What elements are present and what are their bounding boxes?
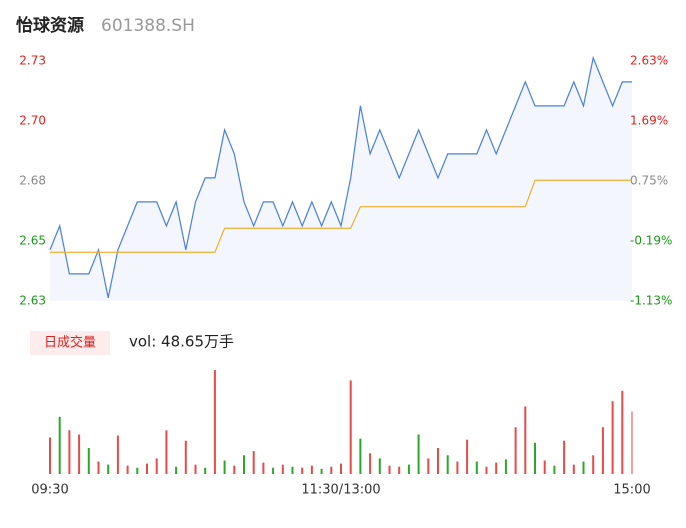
volume-bar [427,458,430,474]
volume-bar [563,440,566,474]
volume-bar [116,435,119,474]
volume-bar [601,427,604,474]
volume-bar [524,406,527,474]
volume-bar [165,430,168,474]
volume-bar [281,464,284,474]
volume-bar [475,461,478,474]
volume-bar [330,466,333,474]
volume-bar [543,460,546,474]
volume-bar [398,466,401,474]
volume-bar [291,466,294,474]
volume-bar [97,461,100,474]
volume-bar [359,438,362,474]
volume-bar [388,465,391,474]
volume-tab-bg[interactable] [30,331,110,355]
volume-bar [126,465,129,474]
stock-code: 601388.SH [101,16,195,36]
volume-label: vol: 48.65万手 [129,333,234,351]
volume-bar [417,434,420,474]
volume-bar [194,464,197,474]
average-line [50,179,632,253]
y2-tick-label: -0.19% [630,234,672,248]
volume-bar [223,460,226,474]
y-tick-label: 2.68 [19,174,46,188]
volume-bar [534,442,536,474]
y2-tick-label: 2.63% [630,54,668,68]
volume-bar [204,467,207,474]
volume-bar [107,464,110,474]
volume-bar [592,455,595,474]
x-tick-label: 11:30/13:00 [301,483,380,498]
volume-bar [320,468,323,474]
volume-bar [631,411,633,474]
volume-bar [407,464,410,474]
volume-bar [504,459,507,474]
volume-bar [233,465,236,474]
y-tick-label: 2.70 [19,114,46,128]
volume-bar [184,440,187,474]
volume-bar [340,463,342,474]
volume-bar [58,416,61,474]
volume-bar [582,461,585,474]
volume-bar [572,464,575,474]
volume-bar [78,434,81,474]
volume-bar [349,380,352,474]
x-tick-label: 15:00 [613,483,650,498]
y2-tick-label: 1.69% [630,114,668,128]
y2-tick-label: -1.13% [630,294,672,308]
volume-bar [136,467,139,474]
volume-bar [437,448,439,474]
volume-bar [243,455,245,474]
y-tick-label: 2.65 [19,234,46,248]
y-tick-label: 2.73 [19,54,46,68]
volume-bar [456,461,459,474]
volume-bar [175,466,178,474]
volume-bar [68,430,71,474]
volume-bar [611,401,614,474]
volume-bar [446,455,449,474]
volume-bar [378,458,381,474]
volume-bar [87,448,90,474]
price-area [50,57,632,301]
x-tick-label: 09:30 [31,483,68,498]
volume-bar [49,437,51,474]
volume-bar [466,439,469,474]
volume-bar [146,463,148,474]
volume-bar [485,466,488,474]
volume-bar [262,462,265,474]
volume-tab[interactable]: 日成交量 [44,335,96,351]
price-line [49,55,632,298]
y-tick-label: 2.63 [19,294,46,308]
volume-bar [621,390,624,474]
volume-bar [495,462,498,474]
volume-bar [514,427,517,474]
volume-bar [369,453,372,474]
y2-tick-label: 0.75% [630,174,668,188]
volume-bar [155,458,158,474]
volume-bar [553,465,556,474]
volume-bar [272,467,275,474]
volume-bar [213,370,216,474]
chart-title: 怡球资源 [16,15,84,36]
volume-bar [301,467,304,474]
volume-bar [252,451,255,474]
volume-bar [310,465,313,474]
